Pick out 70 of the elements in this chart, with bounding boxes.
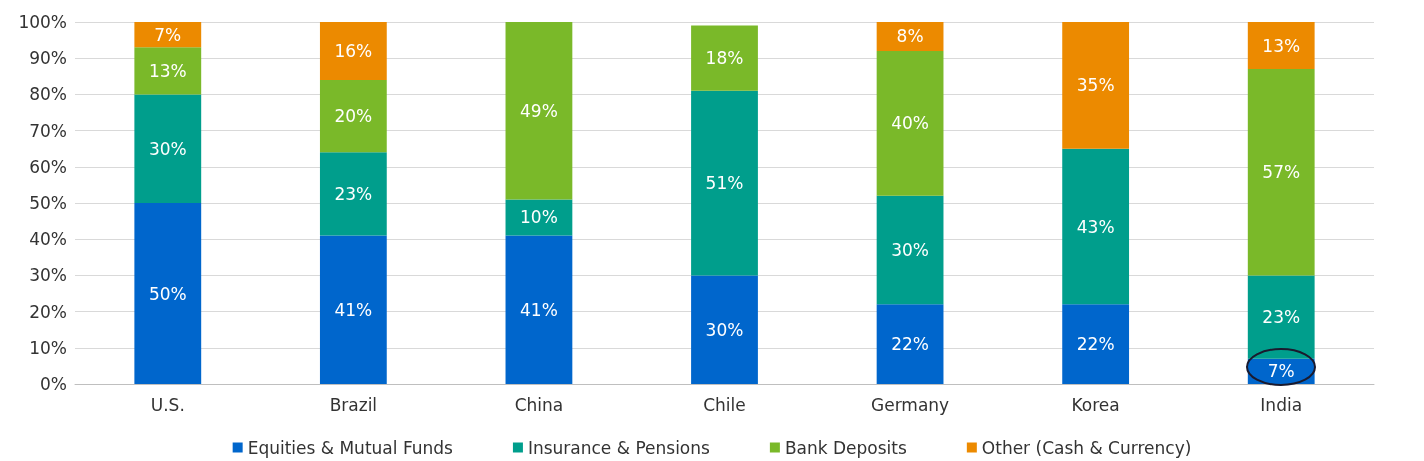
bar — [876, 304, 944, 384]
x-tick-label: Chile — [703, 394, 746, 415]
legend-label: Insurance & Pensions — [527, 437, 711, 458]
y-tick-label: 20% — [29, 301, 67, 322]
y-tick-label: 10% — [29, 337, 67, 358]
data-label: 41% — [334, 299, 373, 320]
bar — [319, 22, 387, 80]
bar — [1247, 69, 1315, 276]
bar — [134, 94, 202, 203]
bar — [505, 22, 573, 200]
bar — [319, 79, 387, 153]
bar — [319, 235, 387, 384]
bar — [691, 25, 758, 91]
bar — [319, 152, 387, 236]
data-label: 30% — [891, 240, 929, 261]
data-label: 41% — [520, 299, 558, 320]
y-tick-label: 0% — [40, 374, 67, 394]
data-label: 23% — [1262, 307, 1301, 328]
bar — [505, 199, 573, 236]
data-label: 16% — [334, 40, 373, 61]
x-tick-label: India — [1260, 394, 1303, 415]
data-label: 7% — [154, 24, 182, 45]
bar — [134, 47, 202, 95]
bar — [134, 22, 202, 48]
legend-label: Bank Deposits — [784, 437, 907, 458]
legend-label: Equities & Mutual Funds — [247, 437, 454, 458]
bar — [505, 235, 573, 384]
y-tick-label: 60% — [29, 156, 67, 177]
y-tick-label: 90% — [29, 48, 67, 69]
bar — [134, 203, 202, 384]
data-label: 23% — [334, 183, 373, 204]
bar — [1062, 22, 1130, 149]
data-label: 20% — [334, 106, 373, 127]
y-tick-label: 50% — [29, 193, 67, 213]
bar — [1247, 22, 1315, 70]
data-label: 43% — [1076, 216, 1115, 237]
data-label: 22% — [1076, 334, 1115, 355]
data-label: 13% — [1262, 35, 1301, 56]
data-label: 13% — [148, 60, 187, 81]
y-tick-label: 80% — [29, 84, 67, 105]
bar — [1062, 304, 1130, 384]
x-tick-label: China — [514, 394, 564, 415]
data-label: 57% — [1262, 162, 1301, 183]
bar — [876, 50, 944, 196]
y-tick-label: 100% — [18, 12, 67, 32]
bar — [691, 275, 758, 384]
data-label: 30% — [705, 319, 744, 340]
bar — [1062, 148, 1130, 305]
data-label: 51% — [705, 173, 744, 194]
legend-label: Other (Cash & Currency) — [981, 437, 1192, 458]
x-tick-label: Germany — [871, 394, 950, 415]
x-tick-label: Brazil — [329, 394, 378, 415]
bar — [1247, 275, 1315, 359]
data-label: 49% — [520, 100, 558, 121]
data-label: 8% — [896, 26, 924, 47]
x-tick-label: Korea — [1071, 394, 1120, 415]
data-label: 35% — [1076, 75, 1115, 96]
data-label: 30% — [148, 138, 187, 159]
data-label: 7% — [1267, 361, 1295, 382]
data-label: 40% — [891, 113, 929, 134]
bar — [876, 195, 944, 305]
data-label: 18% — [705, 48, 744, 69]
data-label: 10% — [520, 207, 558, 228]
data-label: 50% — [148, 283, 187, 304]
data-label: 22% — [891, 334, 929, 355]
y-tick-label: 40% — [29, 229, 67, 250]
x-tick-label: U.S. — [150, 394, 185, 415]
y-tick-label: 70% — [29, 120, 67, 141]
bar — [691, 90, 758, 276]
y-tick-label: 30% — [29, 265, 67, 286]
